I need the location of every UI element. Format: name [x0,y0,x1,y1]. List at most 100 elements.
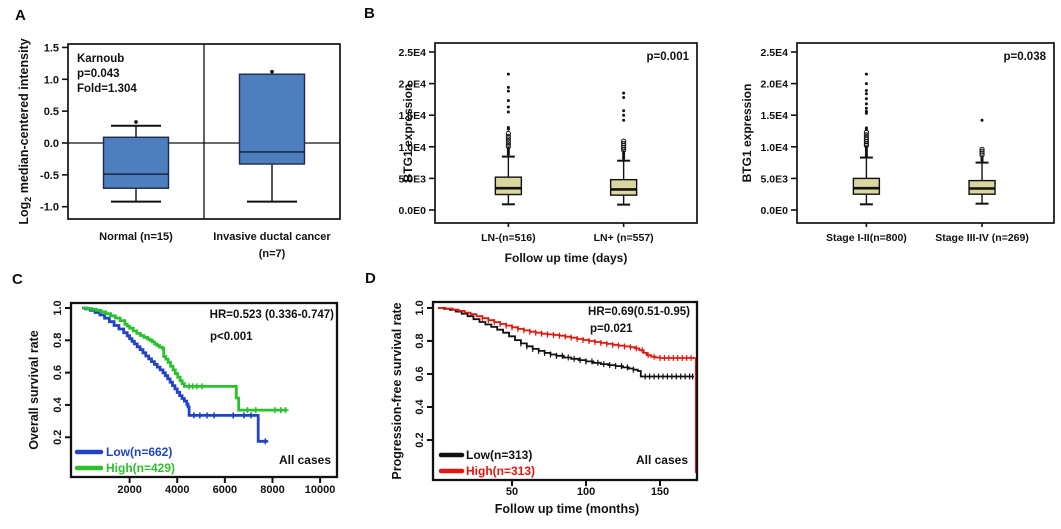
y-axis-label: BTG1 expression [740,84,754,183]
category-label: Stage III-IV (n=269) [935,232,1029,244]
y-tick-label: 0.8 [52,333,64,348]
y-tick-label: 1.0 [414,300,426,315]
outlier-dot [864,102,868,106]
category-label-line2: (n=7) [259,248,286,260]
x-axis-label: Follow up time (months) [495,502,639,516]
cohort-label: All cases [279,453,331,467]
panel-d-label: D [365,270,376,287]
boxplot-1 [852,72,881,227]
outlier-dot [864,111,868,115]
panel-c-km-chart: 2000 4000 6000 8000 10000 1.0 0.8 0.6 0.4 0.2 Low(… [27,300,339,496]
y-tick-label: 1.0 [44,74,59,86]
outlier-circle [505,143,511,150]
outlier-dot [864,106,868,110]
y-tick-label: -1.0 [40,202,59,214]
panel-a-label: A [15,7,26,24]
x-tick-label: 50 [506,486,518,498]
outlier-circle [505,141,511,147]
legend-label: Low(n=313) [466,448,532,462]
outlier-circle [505,133,511,139]
survival-curve [82,306,268,443]
outlier-dot [134,120,138,124]
plot-border [431,300,699,482]
y-tick-label: 0.2 [52,430,64,445]
y-tick-label: 0.6 [52,365,64,380]
category-label: Invasive ductal cancer [213,231,331,243]
panel-b-label: B [364,5,375,22]
category-label: LN-(n=516) [481,232,536,244]
outlier-dot [980,118,984,122]
y-tick-label: 2.0E4 [761,79,789,91]
boxplot-2 [609,91,638,227]
outlier-dot [980,159,984,163]
legend-label: High(n=429) [106,461,175,475]
p-value-label: p<0.001 [210,331,253,343]
annotation-line: Fold=1.304 [77,83,137,95]
outlier-dot [622,118,626,122]
y-tick-label: 0.5 [44,106,59,118]
outlier-circle [979,152,985,158]
iqr-box [852,177,881,195]
km-series-low [438,307,694,380]
y-tick-label: 1.0E4 [399,142,427,154]
km-series-high [82,306,289,414]
y-tick-label: 2.5E4 [761,47,789,59]
y-tick-label: 2.0E4 [399,79,427,91]
x-tick-label: 2000 [117,484,141,496]
y-axis-label: BTG1 expression [401,84,415,183]
annotation-line: p=0.043 [77,68,120,80]
outlier-dot [622,109,626,113]
legend-label: High(n=313) [466,464,535,478]
plot-border [434,42,698,224]
y-tick-label: 2.5E4 [399,47,427,59]
iqr-box [102,136,170,189]
y-tick-label: 0.8 [414,333,426,348]
category-label: Normal (n=15) [99,231,173,243]
y-tick-label: 1.0 [52,300,64,315]
boxplot-2 [238,69,306,203]
outlier-dot [622,96,626,100]
iqr-box [238,73,306,165]
outlier-circle [863,129,869,135]
outlier-dot [270,69,274,74]
y-tick-label: 0.4 [414,398,426,414]
outlier-circle [863,141,869,147]
hazard-ratio-label: HR=0.523 (0.336-0.747) [210,309,335,321]
outlier-dot [622,113,626,117]
y-axis-label: Overall survival rate [27,330,41,450]
plot-border [796,42,1055,224]
outlier-dot [622,91,626,95]
panel-b-box-chart-2: 2.5E4 2.0E4 1.5E4 1.0E4 5.0E3 0.0E0 Stage I-II… [740,42,1055,244]
p-value-label: p=0.038 [1003,51,1046,63]
y-tick-label: 0.0 [44,138,59,150]
km-series-low [82,306,269,445]
hazard-ratio-label: HR=0.69(0.51-0.95) [588,306,690,318]
x-tick-label: 6000 [213,484,237,496]
boxplot-1 [102,120,170,203]
x-axis-label: Follow up time (days) [505,251,628,265]
y-tick-label: 0.4 [52,396,64,412]
outlier-dot [864,154,868,158]
outlier-dot [506,152,510,156]
y-tick-label: 1.0E4 [761,142,789,154]
outlier-dot [506,105,510,109]
panel-d-km-chart: 50 100 150 1.0 0.8 0.6 0.4 0.2 Low(n=313) High(n=… [390,300,699,516]
outlier-dot [622,156,626,160]
outlier-dot [864,92,868,96]
outlier-circle [621,147,627,153]
cohort-label: All cases [636,453,688,467]
y-tick-label: 0.0E0 [761,205,789,217]
category-label: LN+ (n=557) [594,232,654,244]
outlier-dot [864,89,868,93]
panel-a-box-chart-0: 1.5 1.0 0.5 0.0 -0.5 -1.0 Normal (n=15) Invasiv… [17,38,341,260]
x-tick-label: 150 [651,486,669,498]
outlier-circle [505,136,511,142]
outlier-dot [506,127,510,131]
x-tick-label: 10000 [305,484,336,496]
y-tick-label: 1.5E4 [399,110,427,122]
iqr-box [609,178,638,196]
x-tick-label: 100 [577,486,595,498]
outlier-dot [864,82,868,86]
plot-border [69,301,339,479]
y-tick-label: 0.6 [414,366,426,381]
